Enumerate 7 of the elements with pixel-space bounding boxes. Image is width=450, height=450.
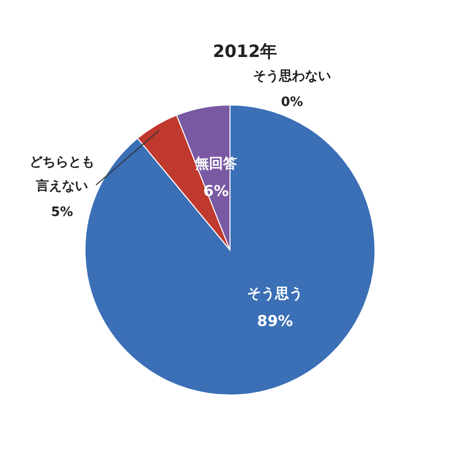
data-label: 89% bbox=[257, 312, 293, 330]
text: 0% bbox=[280, 95, 304, 110]
data-label: 5% bbox=[50, 205, 74, 220]
slice-label: そう思う bbox=[247, 286, 303, 302]
category-label: そう思わない bbox=[253, 69, 331, 84]
chart-title: 2012年 bbox=[212, 42, 278, 62]
slice-label: どちらとも言えない bbox=[30, 155, 94, 194]
